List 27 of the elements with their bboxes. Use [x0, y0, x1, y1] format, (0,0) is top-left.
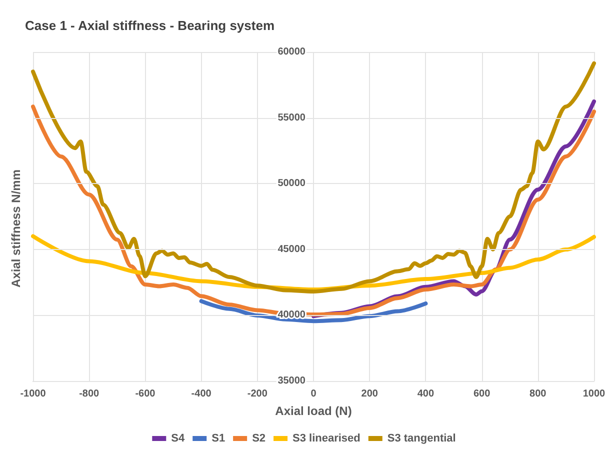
line-series	[31, 104, 596, 317]
x-axis-title: Axial load (N)	[275, 404, 352, 418]
x-tick-label: -1000	[20, 388, 46, 400]
legend-label: S3 tangential	[387, 432, 456, 444]
legend-label: S1	[212, 432, 226, 444]
legend-label: S4	[171, 432, 186, 444]
y-tick-label: 45000	[278, 244, 306, 255]
x-tick-label: 800	[530, 388, 547, 400]
x-tick-label: 200	[361, 388, 378, 400]
x-tick-label: 1000	[582, 388, 606, 400]
line-series	[31, 61, 596, 294]
y-tick-label: 55000	[278, 112, 306, 124]
y-tick-label: 50000	[278, 178, 306, 190]
y-tick-label: 35000	[278, 376, 306, 386]
x-tick-label: -200	[247, 388, 268, 400]
x-tick-label: 0	[310, 388, 317, 400]
legend-label: S2	[252, 432, 266, 444]
x-tick-label: -800	[79, 388, 100, 400]
x-tick-label: -600	[135, 388, 156, 400]
chart-title: Case 1 - Axial stiffness - Bearing system	[25, 18, 275, 33]
legend-label: S3 linearised	[292, 432, 360, 444]
x-tick-label: -400	[191, 388, 212, 400]
y-axis-title: Axial stiffness N/mm	[9, 169, 23, 288]
line-series	[199, 299, 428, 324]
y-tick-label: 60000	[278, 46, 306, 58]
x-tick-label: 400	[417, 388, 434, 400]
x-tick-label: 600	[473, 388, 491, 400]
